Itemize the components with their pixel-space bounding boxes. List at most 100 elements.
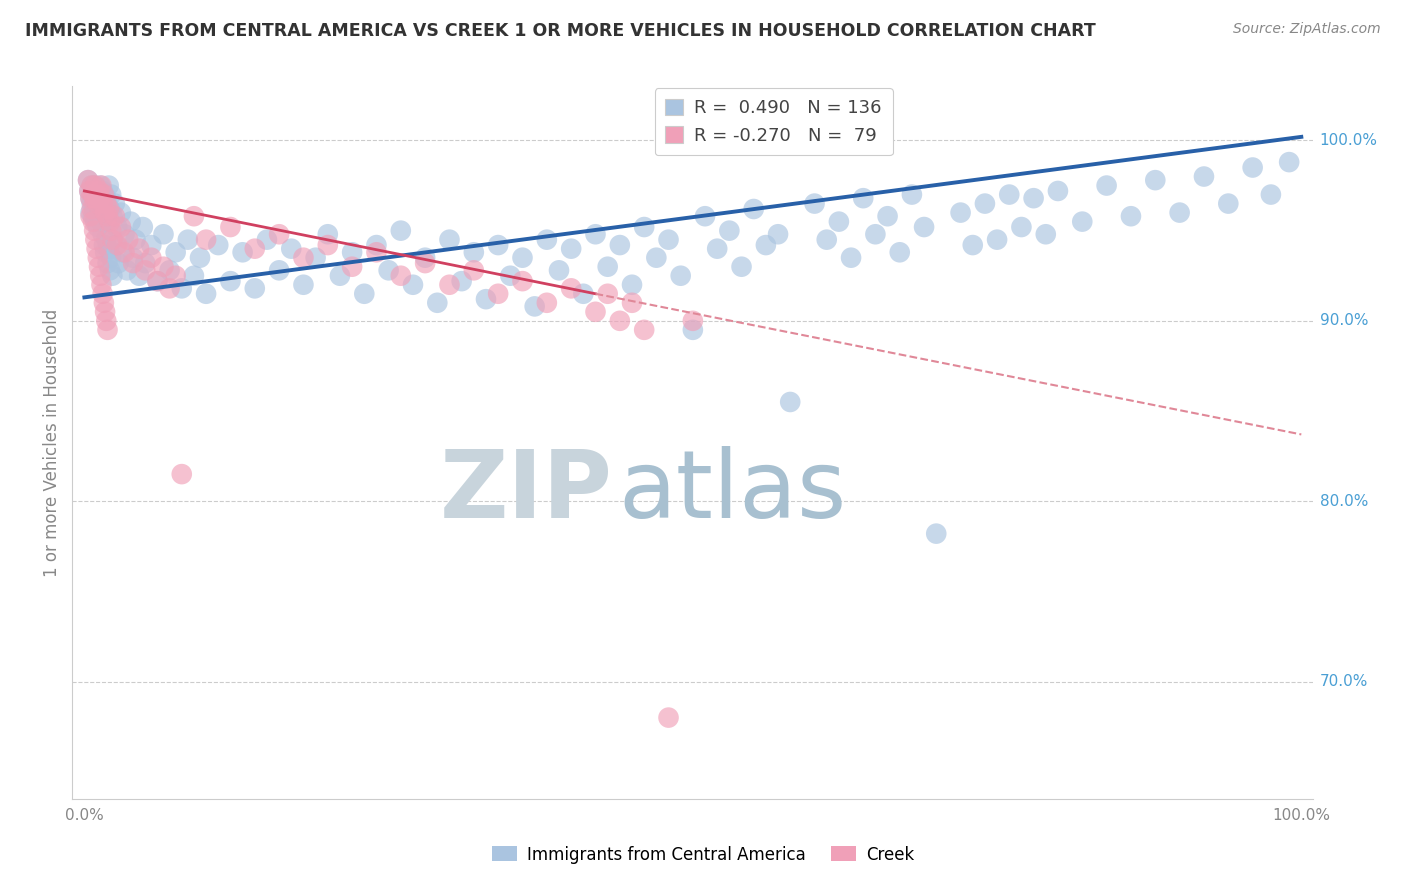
Point: [89, 202, 111, 216]
Point: [152, 227, 174, 242]
Point: [621, 295, 644, 310]
Point: [585, 227, 607, 242]
Point: [316, 227, 339, 242]
Point: [114, 227, 136, 242]
Point: [101, 209, 124, 223]
Point: [87, 209, 110, 223]
Point: [87, 196, 110, 211]
Point: [104, 196, 127, 211]
Point: [730, 260, 752, 274]
Point: [111, 245, 134, 260]
Point: [1218, 196, 1240, 211]
Point: [114, 245, 136, 260]
Point: [560, 281, 582, 295]
Point: [815, 233, 838, 247]
Point: [83, 191, 105, 205]
Point: [83, 224, 105, 238]
Point: [183, 268, 205, 283]
Point: [463, 263, 485, 277]
Point: [86, 184, 108, 198]
Point: [134, 263, 156, 277]
Point: [585, 305, 607, 319]
Point: [152, 260, 174, 274]
Point: [90, 277, 112, 292]
Point: [98, 263, 121, 277]
Point: [115, 263, 138, 277]
Point: [80, 202, 103, 216]
Point: [97, 178, 120, 193]
Point: [94, 245, 117, 260]
Point: [974, 196, 997, 211]
Point: [803, 196, 825, 211]
Text: Source: ZipAtlas.com: Source: ZipAtlas.com: [1233, 22, 1381, 37]
Point: [89, 178, 111, 193]
Point: [96, 196, 118, 211]
Point: [243, 242, 266, 256]
Point: [170, 281, 193, 295]
Point: [96, 314, 118, 328]
Point: [706, 242, 728, 256]
Point: [195, 286, 218, 301]
Point: [87, 187, 110, 202]
Point: [657, 233, 679, 247]
Point: [1241, 161, 1264, 175]
Point: [828, 214, 851, 228]
Point: [366, 245, 388, 260]
Point: [82, 187, 104, 202]
Point: [91, 286, 114, 301]
Point: [852, 191, 875, 205]
Point: [499, 268, 522, 283]
Text: IMMIGRANTS FROM CENTRAL AMERICA VS CREEK 1 OR MORE VEHICLES IN HOUSEHOLD CORRELA: IMMIGRANTS FROM CENTRAL AMERICA VS CREEK…: [25, 22, 1097, 40]
Point: [87, 184, 110, 198]
Point: [84, 214, 107, 228]
Point: [89, 268, 111, 283]
Text: 90.0%: 90.0%: [1320, 313, 1368, 328]
Point: [122, 256, 145, 270]
Point: [98, 214, 121, 228]
Point: [96, 214, 118, 228]
Point: [90, 214, 112, 228]
Point: [100, 251, 122, 265]
Point: [486, 286, 509, 301]
Point: [962, 238, 984, 252]
Point: [87, 196, 110, 211]
Point: [340, 260, 363, 274]
Point: [94, 205, 117, 219]
Point: [876, 209, 898, 223]
Point: [1119, 209, 1142, 223]
Point: [93, 187, 115, 202]
Point: [1046, 184, 1069, 198]
Point: [377, 263, 399, 277]
Point: [682, 323, 704, 337]
Point: [1022, 191, 1045, 205]
Point: [912, 220, 935, 235]
Point: [402, 277, 425, 292]
Point: [91, 196, 114, 211]
Point: [89, 191, 111, 205]
Point: [128, 242, 150, 256]
Point: [110, 220, 132, 235]
Point: [1260, 187, 1282, 202]
Point: [93, 238, 115, 252]
Point: [426, 295, 449, 310]
Point: [132, 220, 155, 235]
Point: [105, 238, 128, 252]
Point: [90, 191, 112, 205]
Point: [94, 305, 117, 319]
Point: [101, 268, 124, 283]
Point: [755, 238, 778, 252]
Point: [77, 173, 100, 187]
Legend: Immigrants from Central America, Creek: Immigrants from Central America, Creek: [485, 839, 921, 871]
Point: [207, 238, 229, 252]
Point: [1192, 169, 1215, 184]
Point: [124, 233, 146, 247]
Point: [79, 191, 101, 205]
Point: [621, 277, 644, 292]
Point: [340, 245, 363, 260]
Point: [1035, 227, 1057, 242]
Point: [413, 256, 436, 270]
Point: [450, 274, 472, 288]
Point: [84, 233, 107, 247]
Point: [101, 233, 124, 247]
Point: [329, 268, 352, 283]
